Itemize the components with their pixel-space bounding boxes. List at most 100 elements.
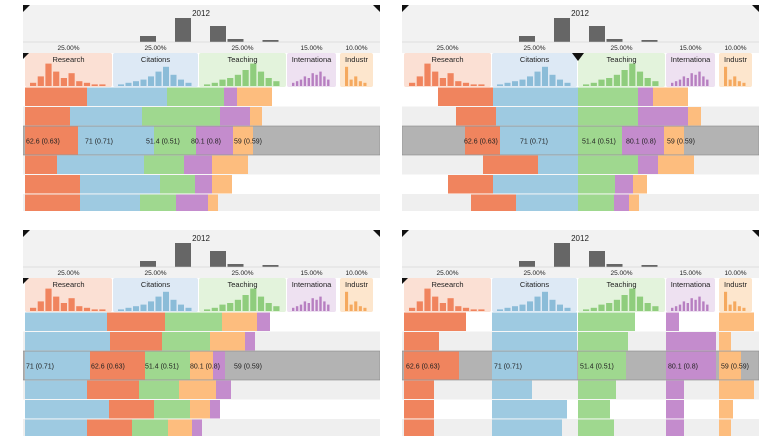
column-header-industry[interactable]: 10.00% Industr (340, 45, 373, 87)
column-histogram-bar (319, 296, 322, 311)
table-row[interactable] (483, 155, 694, 175)
column-histogram-bar (512, 306, 518, 311)
column-header-citations[interactable]: 25.00% Citations (113, 45, 198, 87)
column-histogram-bar (315, 74, 318, 86)
expand-corner-icon[interactable] (402, 230, 409, 237)
row-segment-industry (719, 312, 754, 331)
column-header-industry[interactable]: 10.00% Industr (719, 45, 752, 87)
column-histogram-bar (45, 288, 52, 311)
table-row[interactable] (471, 194, 639, 212)
row-segment-international (666, 380, 684, 399)
column-histogram-bar (363, 82, 367, 86)
column-header-international[interactable]: 15.00% Internationa (666, 45, 715, 87)
collapse-corner-icon[interactable] (23, 278, 29, 284)
expand-corner-icon[interactable] (23, 5, 30, 12)
table-row[interactable] (456, 107, 701, 126)
column-histogram-bar (30, 307, 37, 311)
row-segment-research (404, 332, 439, 351)
row-segment-industry (250, 107, 262, 126)
column-histogram-bar (250, 63, 257, 86)
column-header-research[interactable]: 25.00% Research (25, 270, 112, 312)
expand-corner-icon[interactable] (23, 230, 30, 237)
column-histogram-bar (470, 84, 477, 86)
expand-corner-icon[interactable] (373, 230, 380, 237)
expand-corner-icon[interactable] (402, 5, 409, 12)
table-row[interactable] (25, 380, 231, 400)
row-segment-international (210, 400, 220, 419)
column-header-research[interactable]: 25.00% Research (25, 45, 112, 87)
column-histogram-bar (698, 71, 701, 86)
table-row[interactable] (404, 351, 741, 380)
collapse-corner-icon[interactable] (402, 278, 408, 284)
column-header-international[interactable]: 15.00% Internationa (287, 45, 336, 87)
row-segment-research (404, 380, 434, 399)
column-histogram-bar (273, 81, 280, 86)
column-header-international[interactable]: 15.00% Internationa (287, 270, 336, 312)
column-header-citations[interactable]: 25.00% Citations (113, 270, 198, 312)
table-row[interactable] (25, 419, 202, 436)
row-segment-research (109, 400, 154, 419)
column-header-background (492, 278, 577, 312)
table-row[interactable] (404, 332, 731, 351)
table-row[interactable] (25, 351, 225, 380)
table-row[interactable] (404, 380, 754, 400)
table-row[interactable] (404, 312, 754, 332)
row-segment-teaching (139, 380, 179, 399)
table-row[interactable] (25, 155, 248, 175)
table-row[interactable] (25, 126, 253, 155)
column-histogram-bar (349, 304, 353, 311)
expand-corner-icon[interactable] (752, 230, 759, 237)
row-segment-citations (25, 351, 90, 380)
table-row[interactable] (25, 107, 262, 126)
expand-corner-icon[interactable] (373, 5, 380, 12)
row-segment-industry (658, 155, 694, 174)
column-header-research[interactable]: 25.00% Research (404, 270, 491, 312)
table-row[interactable] (25, 175, 232, 194)
column-header-research[interactable]: 25.00% Research (404, 45, 491, 87)
histogram-bar (262, 265, 279, 267)
histogram-bar (210, 26, 226, 42)
column-histogram-bar (424, 288, 431, 311)
header: 2012 (402, 230, 759, 278)
column-header-industry[interactable]: 10.00% Industr (340, 270, 373, 312)
column-histogram-bar (140, 79, 147, 86)
column-label: Citations (141, 280, 170, 289)
row-segment-citations (493, 175, 578, 194)
column-histogram-bar (118, 84, 124, 86)
column-histogram-bar (737, 81, 741, 86)
table-row[interactable] (25, 332, 255, 351)
column-header-industry[interactable]: 10.00% Industr (719, 270, 752, 312)
histogram-bar (554, 18, 570, 42)
column-histogram-bar (742, 82, 746, 86)
panel-svg: 2012 25.00% Research 25.00% Citations 25.00% T… (23, 5, 380, 211)
table-row[interactable] (25, 194, 218, 212)
column-header-international[interactable]: 15.00% Internationa (666, 270, 715, 312)
column-histogram-bar (549, 299, 556, 311)
column-header-teaching[interactable]: 25.00% Teaching (578, 45, 665, 87)
table-row[interactable] (448, 175, 647, 194)
collapse-corner-icon[interactable] (23, 53, 29, 59)
table-row[interactable] (404, 400, 733, 419)
column-header-citations[interactable]: 25.00% Citations (492, 45, 577, 87)
column-histogram-bar (470, 309, 477, 311)
sort-indicator-icon[interactable] (572, 53, 584, 61)
expand-corner-icon[interactable] (752, 5, 759, 12)
column-header-teaching[interactable]: 25.00% Teaching (199, 45, 286, 87)
column-histogram-bar (358, 306, 362, 311)
column-header-teaching[interactable]: 25.00% Teaching (578, 270, 665, 312)
table-row[interactable] (465, 126, 684, 155)
table-row[interactable] (25, 87, 272, 107)
column-header-citations[interactable]: 25.00% Citations (492, 270, 577, 312)
table-row[interactable] (404, 419, 731, 436)
selected-row-value: 59 (0.59) (234, 139, 262, 146)
row-segment-industry (212, 155, 248, 174)
table-row[interactable] (25, 312, 270, 332)
column-header-teaching[interactable]: 25.00% Teaching (199, 270, 286, 312)
row-segment-teaching (578, 419, 614, 436)
column-histogram-bar (185, 307, 192, 311)
column-histogram-bar (76, 81, 83, 86)
table-row[interactable] (438, 87, 688, 107)
row-segment-industry (179, 380, 216, 399)
table-row[interactable] (25, 400, 220, 419)
year-histogram (519, 18, 658, 42)
